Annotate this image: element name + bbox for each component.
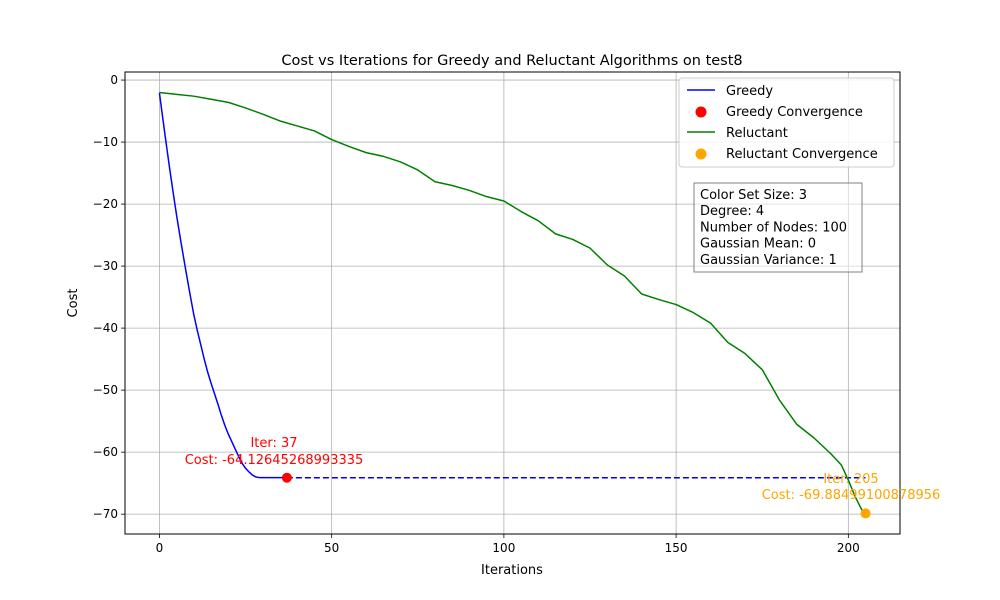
info-box-line: Gaussian Mean: 0 — [700, 237, 816, 252]
legend-label: Reluctant — [726, 126, 788, 141]
info-box-frame — [693, 182, 863, 273]
series-line-reluctant — [159, 91, 867, 514]
legend-label: Greedy — [726, 84, 773, 99]
y-tick-label: −20 — [93, 197, 118, 211]
legend: Greedy Greedy Convergence Reluctant Relucta… — [678, 77, 895, 168]
plot-frame — [124, 71, 901, 535]
info-box-line: Color Set Size: 3 — [700, 188, 807, 203]
legend-label: Greedy Convergence — [726, 105, 863, 120]
legend-frame — [678, 77, 895, 168]
plot-data — [158, 91, 871, 519]
y-tick-label: −70 — [93, 507, 118, 521]
x-tick-label: 50 — [324, 541, 339, 555]
y-tick-label: −40 — [93, 321, 118, 335]
annotation-iter-label: Iter: 205 — [823, 472, 878, 487]
legend-marker-swatch — [695, 106, 707, 118]
annotations: Iter: 37 Cost: -64.12645268993335 Iter: 20… — [185, 436, 941, 503]
legend-label: Reluctant Convergence — [726, 147, 878, 162]
annotation-cost-label: Cost: -64.12645268993335 — [185, 453, 364, 468]
y-axis-label: Cost — [66, 289, 81, 318]
annotation-iter-label: Iter: 37 — [250, 436, 297, 451]
info-box-line: Degree: 4 — [700, 204, 764, 219]
info-box-line: Gaussian Variance: 1 — [700, 253, 837, 268]
x-tick-label: 200 — [837, 541, 860, 555]
x-axis-label: Iterations — [481, 563, 543, 578]
y-tick-label: −10 — [93, 135, 118, 149]
x-tick-label: 150 — [665, 541, 688, 555]
annotation-cost-label: Cost: -69.88499100878956 — [762, 488, 941, 503]
x-tick-label: 100 — [492, 541, 515, 555]
y-tick-label: −50 — [93, 383, 118, 397]
chart-title: Cost vs Iterations for Greedy and Reluct… — [281, 53, 742, 69]
y-tick-label: −60 — [93, 445, 118, 459]
y-tick-label: 0 — [110, 73, 118, 87]
legend-marker-swatch — [695, 148, 707, 160]
x-tick-label: 0 — [156, 541, 164, 555]
info-box-line: Number of Nodes: 100 — [700, 220, 847, 235]
greedy-convergence-point — [281, 472, 292, 483]
y-tick-label: −30 — [93, 259, 118, 273]
reluctant-convergence-point — [860, 508, 871, 519]
axis-ticks: 0 50 100 150 200 0 −10 −20 −30 −40 −50 −60 −70 — [93, 73, 860, 555]
series-line-greedy — [158, 92, 287, 479]
